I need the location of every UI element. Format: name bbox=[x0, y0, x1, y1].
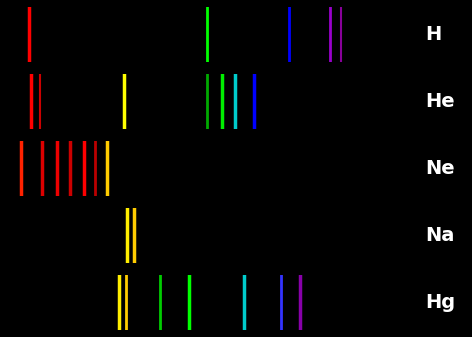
Text: Na: Na bbox=[425, 226, 454, 245]
Text: H: H bbox=[425, 25, 441, 44]
Text: Ne: Ne bbox=[425, 159, 455, 178]
Text: He: He bbox=[425, 92, 455, 111]
Text: Hg: Hg bbox=[425, 293, 455, 312]
